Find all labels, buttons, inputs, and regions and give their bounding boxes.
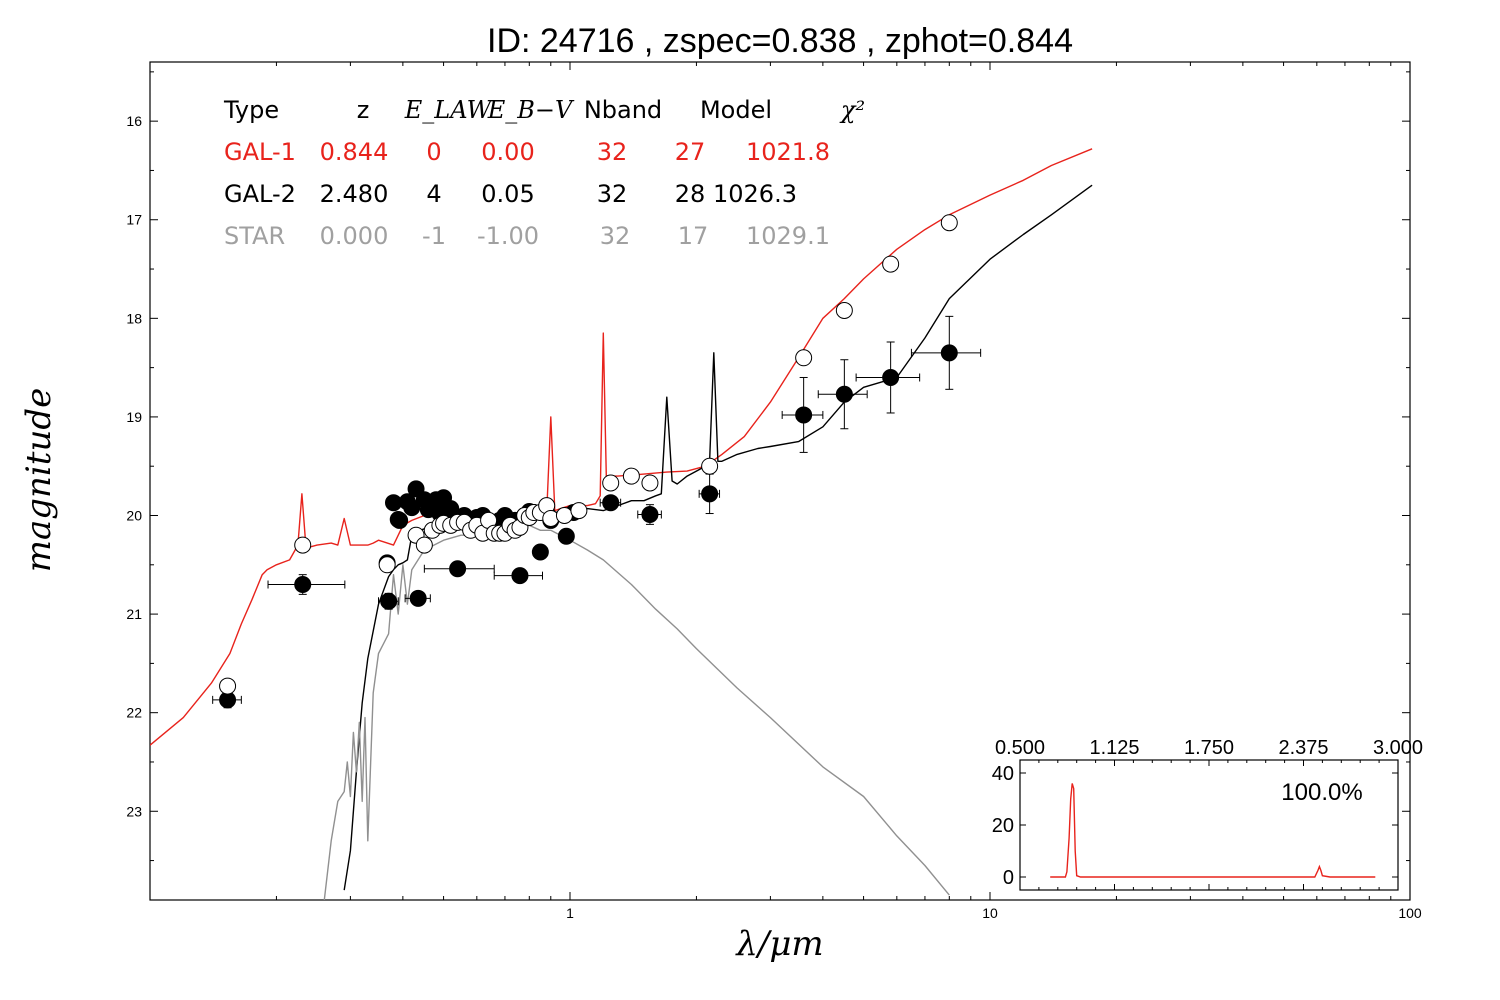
model-point [882, 255, 900, 273]
observed-point [403, 499, 421, 517]
y-tick-label: 22 [126, 705, 142, 721]
table-header: z [357, 96, 370, 124]
observed-point [391, 511, 409, 529]
y-tick-label: 17 [126, 212, 142, 228]
observed-point [701, 485, 719, 503]
plot-frame [149, 61, 1411, 901]
table-cell: 1021.8 [746, 138, 830, 166]
axes: 16 17 18 19 20 21 22 23 1 10 100 [126, 62, 1422, 921]
table-cell: -1.00 [477, 222, 539, 250]
table-header: χ² [839, 96, 865, 124]
table-cell: STAR [224, 222, 285, 250]
x-tick-label: 100 [1398, 905, 1422, 921]
model-point [294, 536, 312, 554]
series-line-gal-2 [343, 184, 1093, 891]
observed-point [602, 494, 620, 512]
x-tick-label: 1 [566, 905, 574, 921]
table-cell: 1029.1 [746, 222, 830, 250]
model-point [622, 467, 640, 485]
observed-point [641, 506, 659, 524]
observed-point [835, 385, 853, 403]
observed-point [511, 567, 529, 585]
model-point [219, 677, 237, 695]
y-tick-label: 18 [126, 310, 142, 326]
model-point [795, 349, 813, 367]
observed-point [380, 592, 398, 610]
inset-x-tick-label: 1.125 [1089, 737, 1139, 759]
table-cell: 1026.3 [713, 180, 797, 208]
model-point [701, 457, 719, 475]
table-cell: 0.000 [320, 222, 389, 250]
model-point [602, 474, 620, 492]
model-point [415, 536, 433, 554]
inset-y-tick-label: 40 [992, 763, 1014, 785]
observed-point [409, 589, 427, 607]
table-cell: 27 [675, 138, 706, 166]
table-cell: 0.05 [481, 180, 534, 208]
observed-point [294, 576, 312, 594]
redshift-pdf-inset: 0.500 1.125 1.750 2.375 3.000 0 20 40 100.0% [992, 737, 1423, 891]
observed-point [557, 527, 575, 545]
table-cell: 17 [678, 222, 709, 250]
inset-x-tick-label: 0.500 [995, 737, 1045, 759]
model-point [378, 556, 396, 574]
x-tick-label: 10 [982, 905, 998, 921]
table-header: Nband [584, 96, 662, 124]
observed-point [531, 543, 549, 561]
x-axis-label: λ/μm [734, 924, 823, 964]
table-cell: 28 [675, 180, 706, 208]
y-tick-label: 16 [126, 113, 142, 129]
table-cell: GAL-1 [224, 138, 296, 166]
table-cell: 32 [600, 222, 631, 250]
table-cell: 0.00 [481, 138, 534, 166]
y-tick-label: 23 [126, 803, 142, 819]
chart-title: ID: 24716 , zspec=0.838 , zphot=0.844 [487, 22, 1073, 60]
table-cell: 0 [426, 138, 441, 166]
observed-point [940, 344, 958, 362]
table-cell: 0.844 [320, 138, 389, 166]
table-cell: 2.480 [320, 180, 389, 208]
model-point [555, 507, 573, 525]
y-tick-label: 19 [126, 409, 142, 425]
inset-x-tick-label: 3.000 [1373, 737, 1423, 759]
model-point [835, 301, 853, 319]
table-cell: 32 [597, 180, 628, 208]
model-point [940, 214, 958, 232]
series-line-star [323, 524, 950, 900]
table-header: Model [700, 96, 772, 124]
inset-pdf-line [1050, 783, 1376, 878]
table-cell: GAL-2 [224, 180, 296, 208]
inset-x-tick-label: 2.375 [1278, 737, 1328, 759]
y-tick-label: 20 [126, 508, 142, 524]
model-point [641, 474, 659, 492]
inset-x-tick-label: 1.750 [1184, 737, 1234, 759]
table-header: Type [223, 96, 279, 124]
observed-point [795, 406, 813, 424]
inset-y-tick-label: 0 [1003, 867, 1014, 889]
observed-point [442, 500, 460, 518]
model-point [570, 502, 588, 520]
table-cell: -1 [422, 222, 446, 250]
inset-frame [1019, 759, 1399, 891]
observed-point [449, 560, 467, 578]
y-tick-label: 21 [126, 606, 142, 622]
observed-point [882, 368, 900, 386]
y-axis-label: magnitude [19, 388, 59, 573]
inset-y-tick-label: 20 [992, 815, 1014, 837]
table-header: E_B−V [487, 96, 575, 124]
plot-area [150, 148, 1093, 900]
table-header: E_LAW [404, 96, 494, 124]
inset-percent-label: 100.0% [1281, 779, 1362, 806]
table-cell: 4 [426, 180, 441, 208]
table-cell: 32 [597, 138, 628, 166]
